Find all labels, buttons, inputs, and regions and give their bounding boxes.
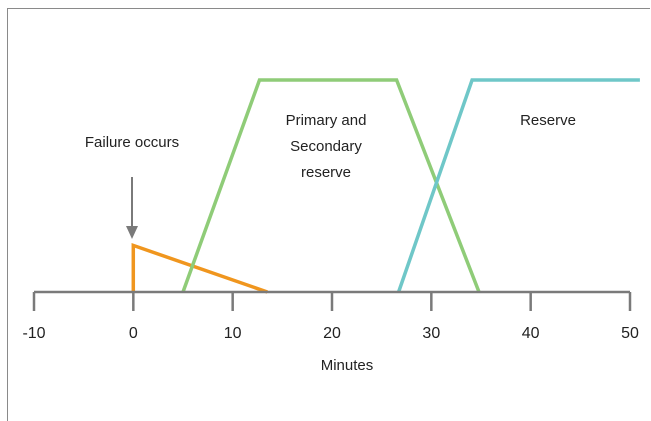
x-tick-label-1: 0 — [129, 325, 138, 342]
series-line-1 — [181, 78, 481, 293]
x-tick-label-5: 40 — [522, 325, 540, 342]
x-tick-label-2: 10 — [224, 325, 242, 342]
x-tick-label-0: -10 — [22, 325, 45, 342]
x-axis: -10 0 10 20 30 40 50 — [22, 290, 639, 342]
series-line-2 — [396, 78, 640, 293]
failure-arrow — [126, 177, 138, 239]
chart-frame — [7, 8, 650, 421]
annotation-primary-secondary-line2: Secondary — [290, 138, 362, 155]
series-layer — [131, 78, 640, 294]
x-axis-label: Minutes — [321, 357, 374, 374]
annotation-reserve: Reserve — [520, 112, 576, 129]
x-tick-label-3: 20 — [323, 325, 341, 342]
annotation-primary-secondary-line1: Primary and — [286, 112, 367, 129]
x-tick-label-4: 30 — [422, 325, 440, 342]
series-line-0 — [131, 242, 268, 294]
annotation-failure-occurs: Failure occurs — [85, 134, 179, 151]
x-tick-label-6: 50 — [621, 325, 639, 342]
annotation-primary-secondary-line3: reserve — [301, 164, 351, 181]
